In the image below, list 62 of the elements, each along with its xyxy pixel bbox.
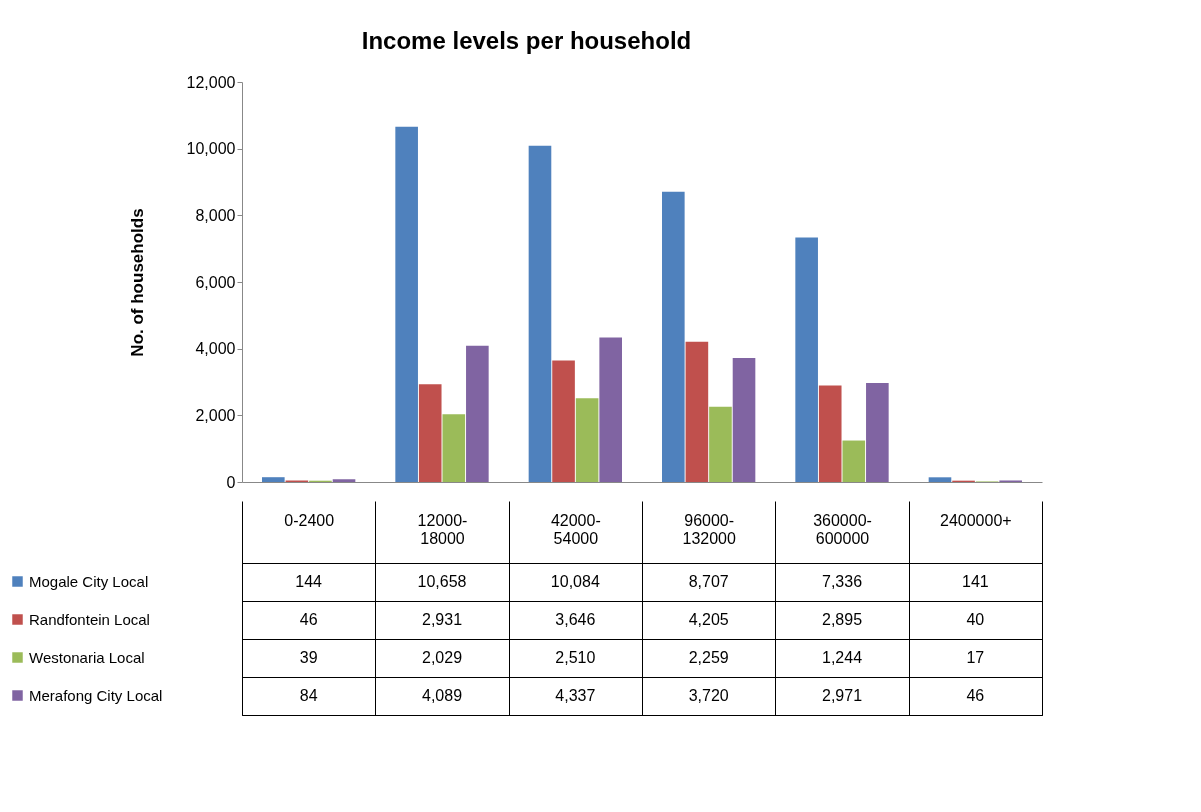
bar [866, 382, 889, 482]
data-label: 84 [299, 687, 318, 704]
data-label: 10,084 [550, 573, 600, 590]
bar [466, 345, 489, 482]
bar [709, 406, 732, 482]
bar [795, 237, 818, 482]
bar [599, 337, 622, 482]
data-label: 17 [966, 649, 985, 666]
legend-label: Randfontein Local [29, 610, 150, 628]
data-label: 141 [961, 573, 989, 590]
bar [685, 341, 709, 482]
y-tick-label: 8,000 [195, 206, 236, 224]
x-tick-label: 0-2400 [284, 511, 335, 529]
chart-title: Income levels per household [361, 27, 692, 54]
bar [395, 126, 418, 482]
data-label: 2,971 [821, 687, 863, 704]
data-label: 2,931 [421, 611, 463, 628]
x-tick-label: 360000-600000 [813, 511, 872, 547]
bar [442, 414, 466, 482]
bar [262, 477, 285, 482]
bar [928, 477, 952, 482]
data-label: 2,029 [421, 649, 463, 666]
data-label: 4,089 [421, 687, 463, 704]
data-label: 40 [966, 611, 985, 628]
legend-label: Westonaria Local [29, 648, 145, 666]
bar [662, 191, 685, 482]
bar [528, 145, 552, 482]
data-label: 4,205 [688, 611, 729, 628]
legend-label: Merafong City Local [29, 686, 163, 704]
data-label: 144 [295, 573, 323, 590]
y-tick-label: 2,000 [195, 406, 236, 424]
x-tick-label: 96000-132000 [682, 511, 736, 547]
data-label: 2,895 [821, 611, 863, 628]
bar [842, 440, 866, 482]
data-label: 39 [299, 649, 318, 666]
data-label: 2,259 [688, 649, 729, 666]
bar [332, 479, 356, 482]
bar [575, 398, 599, 482]
y-tick-label: 12,000 [186, 73, 236, 91]
x-tick-label: 42000-54000 [550, 511, 601, 547]
data-label: 8,707 [688, 573, 729, 590]
y-tick-label: 10,000 [186, 140, 236, 158]
data-label: 3,646 [555, 611, 596, 628]
bar [418, 384, 442, 482]
data-label: 7,336 [821, 573, 863, 590]
data-label: 4,337 [555, 687, 596, 704]
bar [732, 358, 756, 482]
x-tick-label: 2400000+ [940, 511, 1012, 529]
x-tick-label: 12000-18000 [417, 511, 468, 547]
y-tick-label: 6,000 [195, 273, 236, 291]
y-axis-title: No. of households [127, 208, 147, 357]
data-label: 1,244 [821, 649, 863, 666]
y-tick-label: 0 [226, 473, 236, 491]
bar [552, 360, 575, 482]
y-tick-label: 4,000 [195, 340, 236, 358]
data-label: 3,720 [688, 687, 729, 704]
legend-label: Mogale City Local [29, 572, 149, 590]
data-label: 2,510 [555, 649, 596, 666]
data-label: 10,658 [417, 573, 467, 590]
bar [818, 385, 842, 482]
data-label: 46 [966, 687, 985, 704]
data-label: 46 [299, 611, 318, 628]
